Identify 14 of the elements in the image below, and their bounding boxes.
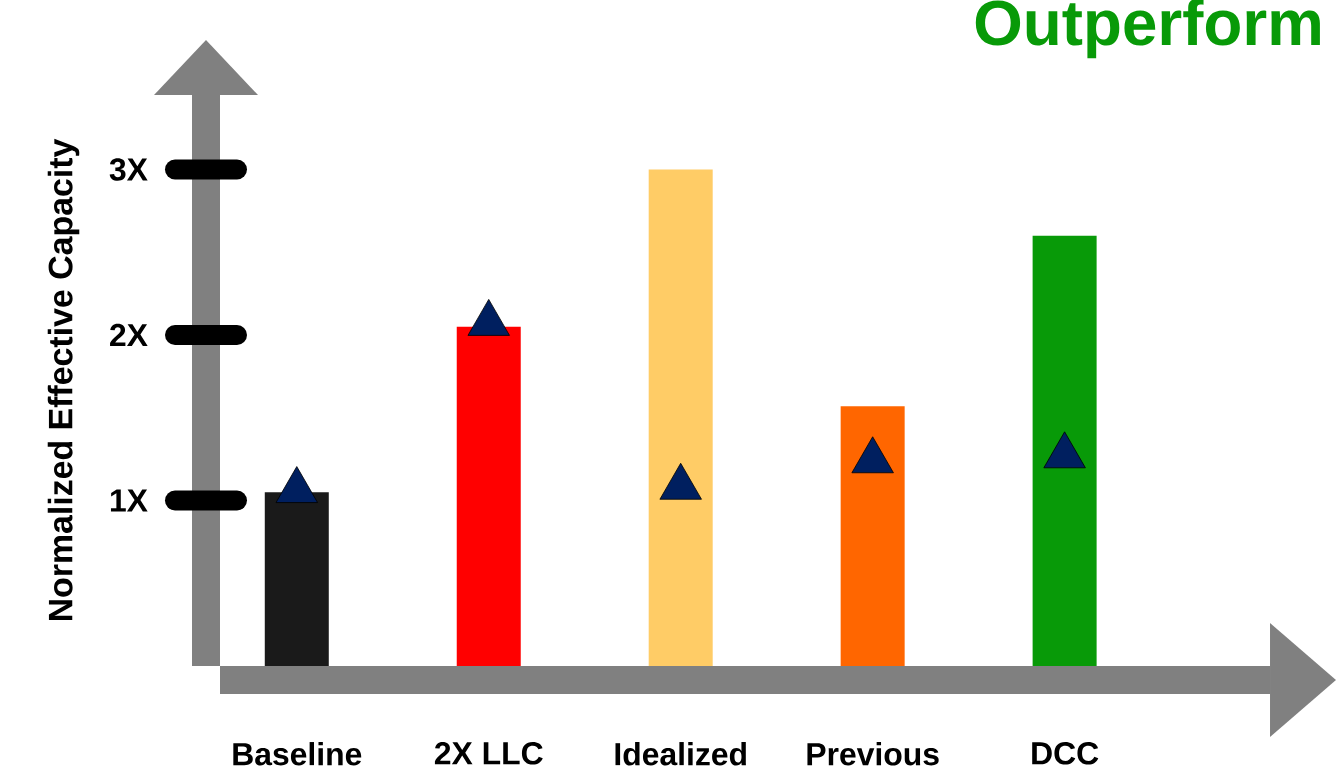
y-tick-label: 3X bbox=[109, 158, 148, 181]
x-tick-label: Baseline bbox=[233, 742, 362, 766]
y-axis-title: Normalized Effective Capacity bbox=[47, 138, 80, 621]
y-tick-label: 2X bbox=[110, 323, 148, 347]
bar bbox=[264, 492, 329, 666]
bar bbox=[648, 169, 713, 666]
x-tick-label: DCC bbox=[1032, 742, 1099, 765]
x-tick-label: Idealized bbox=[615, 742, 746, 766]
x-tick-label: 2X LLC bbox=[434, 742, 543, 765]
x-tick-label: Previous bbox=[807, 742, 939, 766]
y-tick-label: 1X bbox=[110, 489, 148, 512]
bar bbox=[1032, 235, 1097, 666]
bar bbox=[456, 326, 521, 666]
bar bbox=[840, 406, 905, 666]
